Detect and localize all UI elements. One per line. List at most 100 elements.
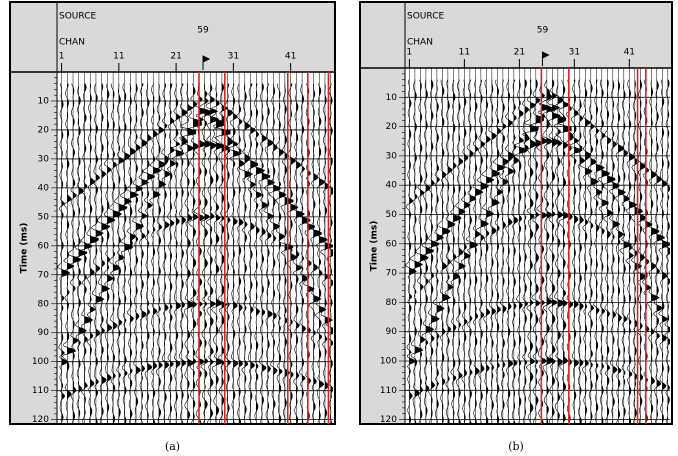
time-tick-label: 100 [32, 357, 49, 367]
time-tick-label: 30 [38, 154, 50, 164]
trace-fill [84, 83, 93, 424]
data-area [405, 68, 670, 424]
time-tick-label: 20 [386, 122, 398, 132]
seismic-trace [125, 83, 140, 424]
channel-tick-label: 31 [569, 48, 580, 58]
time-tick-label: 80 [386, 298, 398, 308]
seismic-trace [326, 83, 333, 424]
seismic-trace [652, 79, 666, 424]
panel-caption: (a) [165, 440, 180, 453]
seismic-trace [258, 83, 271, 424]
seismic-trace [179, 83, 197, 424]
seismic-trace [609, 79, 621, 424]
seismic-trace [308, 83, 323, 424]
time-tick-label: 40 [386, 181, 398, 191]
channel-tick-label: 21 [170, 52, 181, 62]
trace-fill [425, 79, 434, 424]
trace-fill [618, 79, 626, 424]
time-tick-label: 70 [38, 270, 50, 280]
channel-tick-label: 1 [59, 52, 65, 62]
seismic-trace [521, 79, 530, 424]
seismic-trace [405, 79, 417, 424]
trace-fill [330, 83, 333, 424]
trace-fill [497, 79, 506, 424]
seismic-trace [263, 83, 276, 424]
time-tick-label: 100 [380, 357, 397, 367]
seismic-trace [298, 83, 311, 424]
trace-fill [73, 83, 82, 424]
time-axis-background [360, 68, 405, 424]
channel-tick-label: 11 [113, 52, 124, 62]
trace-fill [431, 79, 440, 424]
trace-fill [279, 83, 287, 424]
seismic-trace [421, 79, 435, 424]
trace-fill [667, 79, 670, 424]
seismic-trace [102, 83, 115, 424]
trace-fill [101, 83, 110, 424]
trace-fill [90, 83, 99, 424]
seismic-trace [205, 83, 220, 424]
time-tick-label: 60 [386, 239, 398, 249]
seismic-trace [576, 79, 586, 424]
seismic-trace [511, 79, 520, 424]
seismic-trace [597, 79, 611, 424]
trace-fill [629, 79, 637, 424]
seismic-trace [503, 79, 516, 424]
channel-tick-label: 41 [624, 48, 635, 58]
time-tick-label: 50 [386, 210, 398, 220]
trace-fill [204, 83, 213, 424]
seismic-trace [454, 79, 466, 424]
seismic-trace [213, 83, 231, 424]
seismic-trace [269, 83, 282, 424]
trace-fill [210, 83, 219, 424]
seismic-trace [142, 83, 155, 424]
seismic-trace [481, 79, 495, 424]
seismic-trace [613, 79, 627, 424]
seismic-trace [663, 79, 670, 424]
trace-fill [250, 83, 258, 424]
seismic-trace [646, 79, 660, 424]
seismic-trace [154, 83, 167, 424]
time-tick-label: 120 [32, 415, 49, 425]
header-background [360, 2, 672, 68]
trace-fill [563, 79, 572, 424]
source-value: 59 [197, 26, 209, 36]
seismic-trace [547, 79, 561, 424]
seismic-trace [90, 83, 105, 424]
trace-fill [153, 83, 162, 424]
trace-fill [662, 79, 670, 424]
seismic-trace [492, 79, 506, 424]
seismic-trace [286, 83, 299, 424]
header-background [10, 2, 335, 72]
channel-tick-label: 11 [459, 48, 470, 58]
seismic-trace [539, 79, 556, 424]
seismic-trace [437, 79, 451, 424]
seismic-trace [239, 83, 253, 424]
trace-fill [513, 79, 520, 424]
trace-fill [221, 83, 231, 424]
seismic-trace [415, 79, 429, 424]
seismic-trace [96, 83, 111, 424]
trace-fill [442, 79, 451, 424]
trace-fill [552, 79, 561, 424]
seismic-trace [120, 83, 134, 424]
time-tick-label: 110 [380, 386, 397, 396]
seismic-trace [465, 79, 479, 424]
trace-fill [158, 83, 166, 424]
seismic-trace [636, 79, 648, 424]
panel-border [9, 1, 336, 425]
panel-border [359, 1, 673, 425]
seismic-trace [161, 83, 172, 424]
seismic-trace [536, 79, 550, 424]
chan-label: CHAN [407, 38, 433, 48]
seismic-trace [426, 79, 440, 424]
trace-fill [261, 83, 271, 424]
seismic-trace [166, 83, 177, 424]
trace-fill [601, 79, 610, 424]
time-tick-label: 60 [38, 241, 50, 251]
seismic-trace [246, 83, 258, 424]
trace-fill [524, 79, 530, 424]
seismic-trace [302, 83, 316, 424]
seismic-trace [460, 79, 471, 424]
trace-fill [141, 83, 149, 424]
